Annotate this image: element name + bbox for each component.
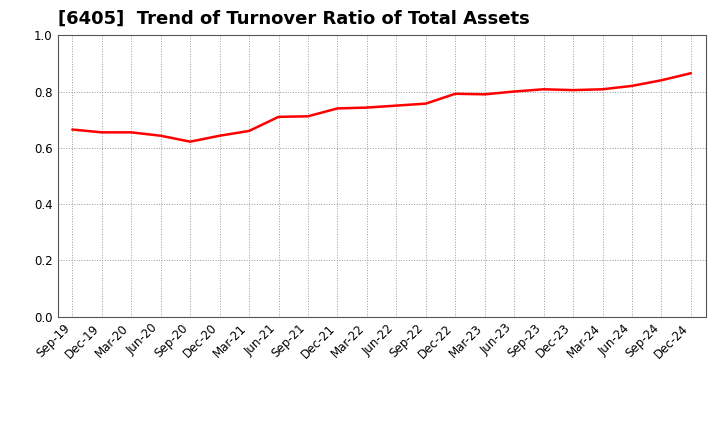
Text: [6405]  Trend of Turnover Ratio of Total Assets: [6405] Trend of Turnover Ratio of Total … bbox=[58, 10, 529, 28]
